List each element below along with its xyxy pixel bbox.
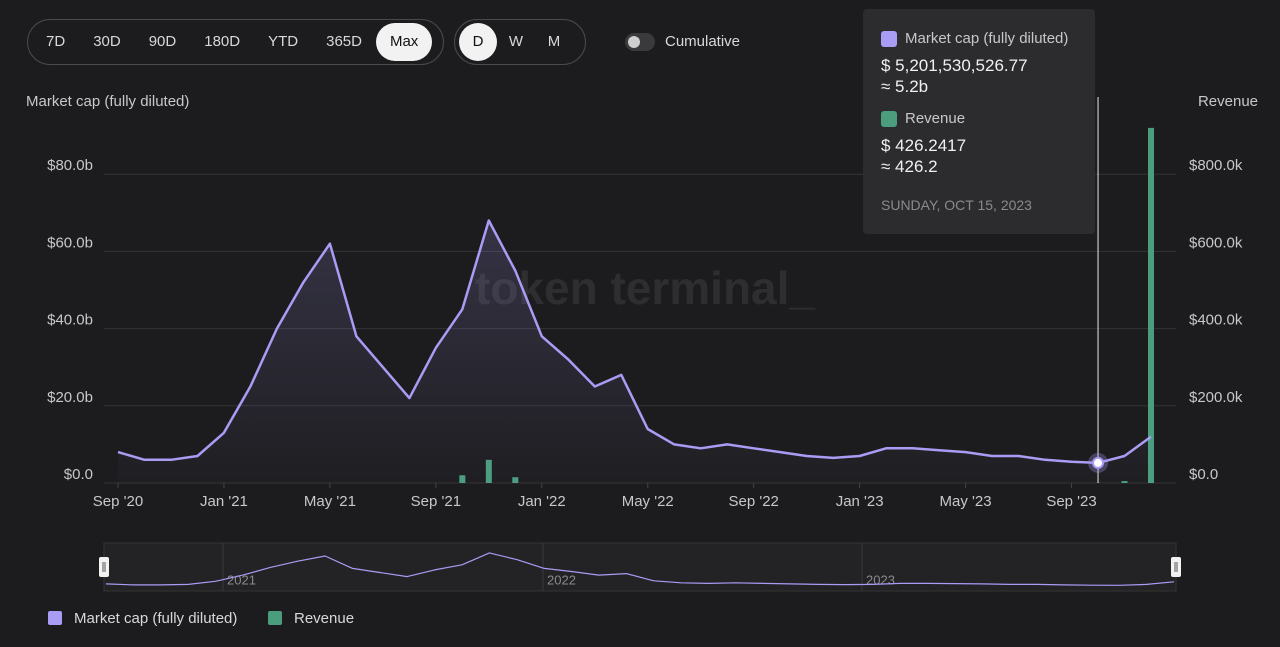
y-tick-label: $80.0b xyxy=(47,157,93,174)
y2-tick-label: $0.0 xyxy=(1189,466,1218,483)
y-tick-label: $0.0 xyxy=(64,466,93,483)
navigator-handle[interactable] xyxy=(99,557,109,577)
y2-tick-label: $200.0k xyxy=(1189,389,1243,406)
watermark: token terminal_ xyxy=(475,262,815,314)
button[interactable]: M xyxy=(547,33,561,50)
tooltip-swatch xyxy=(881,111,897,127)
button[interactable]: D xyxy=(459,23,497,61)
x-tick-label: Sep '23 xyxy=(1046,493,1096,510)
button[interactable]: 30D xyxy=(93,33,121,50)
x-tick-label: May '23 xyxy=(940,493,992,510)
y-tick-label: $20.0b xyxy=(47,389,93,406)
range-selector: 7D 30D 90D 180D YTD 365D Max xyxy=(27,19,444,65)
tooltip-date: SUNDAY, OCT 15, 2023 xyxy=(881,197,1032,213)
tooltip-approx: ≈ 5.2b xyxy=(881,77,929,96)
legend-label: Revenue xyxy=(294,610,355,627)
x-tick-label: Jan '22 xyxy=(518,493,566,510)
y2-tick-label: $800.0k xyxy=(1189,157,1243,174)
tooltip: Market cap (fully diluted) $ 5,201,530,5… xyxy=(863,9,1095,234)
tooltip-value: $ 5,201,530,526.77 xyxy=(881,56,1028,75)
button[interactable]: W xyxy=(508,33,524,50)
bar xyxy=(1148,127,1154,483)
cumulative-toggle[interactable] xyxy=(625,33,655,51)
y-tick-label: $60.0b xyxy=(47,234,93,251)
button[interactable]: YTD xyxy=(268,33,299,50)
legend-swatch xyxy=(268,611,282,625)
navigator[interactable] xyxy=(103,542,1177,592)
hover-point xyxy=(1092,456,1105,469)
y-tick-label: $40.0b xyxy=(47,312,93,329)
line xyxy=(117,219,1152,465)
button[interactable]: 365D xyxy=(326,33,362,50)
toggle-label: Cumulative xyxy=(665,33,741,50)
tooltip-approx: ≈ 426.2 xyxy=(881,157,938,176)
button[interactable]: 7D xyxy=(46,33,66,50)
y2-axis-label: Revenue xyxy=(1198,93,1258,110)
legend-item[interactable]: Revenue xyxy=(268,610,354,627)
area xyxy=(118,220,1151,483)
x-tick-label: Jan '23 xyxy=(836,493,884,510)
y2-tick-label: $400.0k xyxy=(1189,312,1243,329)
navigator-handle[interactable] xyxy=(1171,557,1181,577)
x-tick-label: Sep '20 xyxy=(93,493,143,510)
navigator-label: 2023 xyxy=(866,572,895,587)
button[interactable]: 180D xyxy=(204,33,241,50)
y2-tick-label: $600.0k xyxy=(1189,234,1243,251)
y-axis-label: Market cap (fully diluted) xyxy=(26,93,189,110)
navigator-label: 2022 xyxy=(547,572,576,587)
x-tick-label: Sep '21 xyxy=(411,493,461,510)
tooltip-series: Market cap (fully diluted) xyxy=(905,30,1069,47)
x-tick-label: Jan '21 xyxy=(200,493,248,510)
x-tick-label: Sep '22 xyxy=(728,493,778,510)
legend-label: Market cap (fully diluted) xyxy=(74,610,238,627)
legend-swatch xyxy=(48,611,62,625)
tooltip-swatch xyxy=(881,31,897,47)
legend-item[interactable]: Market cap (fully diluted) xyxy=(48,610,237,627)
x-tick-label: May '22 xyxy=(622,493,674,510)
tooltip-series: Revenue xyxy=(905,110,966,127)
tooltip-value: $ 426.2417 xyxy=(881,136,967,155)
button[interactable]: 90D xyxy=(148,33,177,50)
navigator-label: 2021 xyxy=(227,572,256,587)
x-tick-label: May '21 xyxy=(304,493,356,510)
navigator-line xyxy=(105,552,1175,586)
button[interactable]: Max xyxy=(375,23,433,61)
